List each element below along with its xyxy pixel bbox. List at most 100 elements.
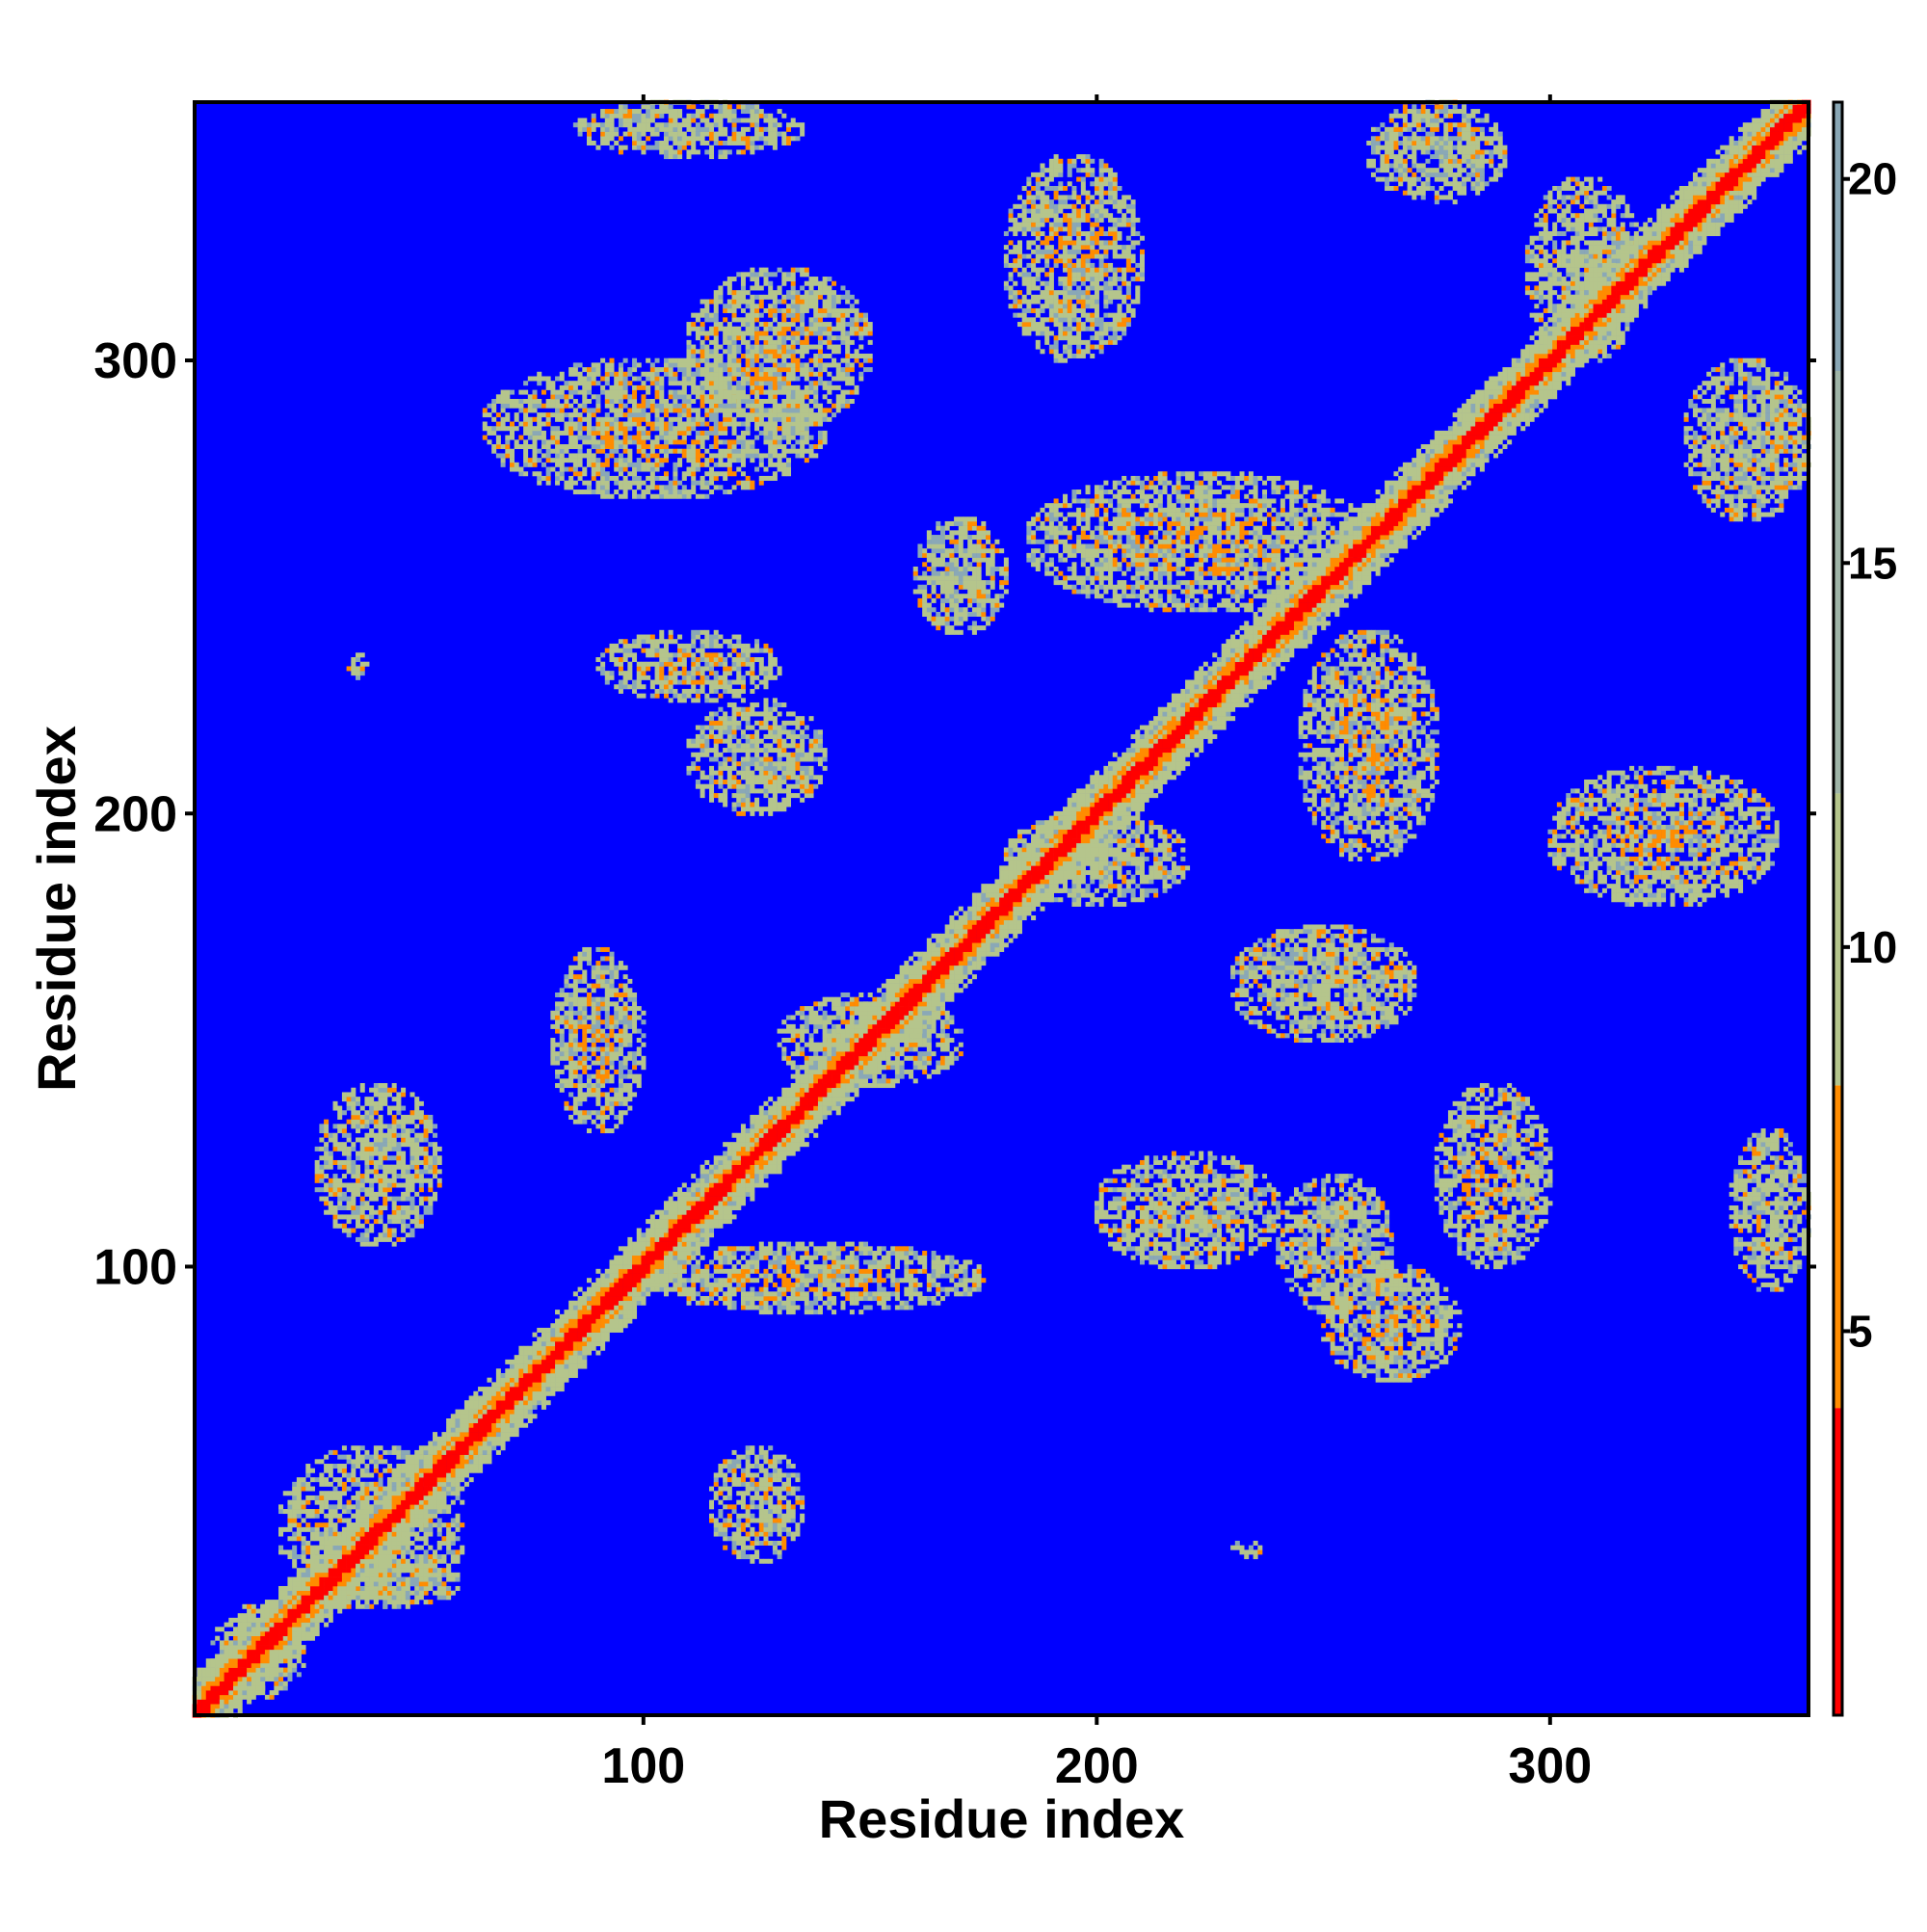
contact-region: [686, 698, 828, 816]
heatmap-cell: [709, 1291, 715, 1297]
heatmap-cell: [704, 629, 710, 635]
heatmap-cell: [341, 1445, 347, 1451]
heatmap-cell: [346, 1182, 352, 1188]
heatmap-cell: [894, 1073, 900, 1079]
heatmap-cell: [373, 1568, 379, 1574]
heatmap-cell: [609, 416, 615, 422]
heatmap-cell: [373, 1481, 379, 1487]
heatmap-cell: [378, 1445, 383, 1451]
heatmap-cell: [582, 996, 588, 1002]
heatmap-cell: [414, 1568, 420, 1574]
heatmap-cell: [700, 1286, 705, 1292]
heatmap-cell: [750, 810, 755, 816]
heatmap-cell: [627, 1015, 633, 1020]
heatmap-cell: [364, 1187, 370, 1193]
heatmap-cell: [618, 1092, 623, 1098]
heatmap-cell: [736, 1286, 742, 1292]
heatmap-cell: [958, 1282, 964, 1287]
heatmap-cell: [795, 733, 801, 739]
heatmap-cell: [700, 688, 705, 694]
heatmap-cell: [532, 398, 538, 405]
heatmap-cell: [881, 1078, 886, 1084]
heatmap-cell: [750, 1513, 755, 1519]
heatmap-cell: [586, 412, 592, 418]
heatmap-cell: [224, 1635, 229, 1641]
heatmap-cell: [391, 1232, 397, 1238]
heatmap-cell: [604, 671, 610, 676]
heatmap-cell: [700, 738, 705, 744]
heatmap-cell: [944, 1019, 950, 1025]
heatmap-cell: [763, 748, 769, 754]
heatmap-cell: [614, 988, 620, 993]
heatmap-cell: [364, 1132, 370, 1138]
heatmap-cell: [356, 1509, 361, 1515]
heatmap-cell: [282, 1491, 288, 1496]
heatmap-cell: [777, 1259, 782, 1265]
heatmap-cell: [591, 458, 596, 463]
heatmap-cell: [636, 1073, 642, 1079]
heatmap-cell: [754, 797, 760, 803]
heatmap-cell: [754, 1536, 760, 1542]
heatmap-cell: [872, 1255, 878, 1260]
heatmap-cell: [433, 1191, 438, 1197]
heatmap-cell: [378, 1459, 383, 1465]
heatmap-cell: [713, 629, 719, 635]
heatmap-cell: [305, 1540, 311, 1546]
heatmap-cell: [455, 1522, 461, 1528]
heatmap-cell: [700, 770, 705, 776]
heatmap-cell: [890, 1060, 896, 1066]
heatmap-cell: [854, 1264, 859, 1270]
heatmap-cell: [614, 1010, 620, 1016]
heatmap-cell: [704, 693, 710, 699]
heatmap-cell: [723, 725, 728, 730]
heatmap-cell: [572, 1028, 578, 1034]
heatmap-cell: [795, 716, 801, 722]
heatmap-cell: [681, 661, 687, 667]
heatmap-cell: [723, 1526, 728, 1532]
heatmap-cell: [287, 1536, 293, 1542]
heatmap-cell: [758, 738, 764, 744]
heatmap-cell: [740, 1549, 746, 1555]
heatmap-cell: [351, 1445, 356, 1451]
heatmap-cell: [577, 1119, 583, 1125]
heatmap-cell: [364, 1228, 370, 1233]
heatmap-cell: [364, 1191, 370, 1197]
heatmap-cell: [832, 1001, 837, 1007]
heatmap-cell: [790, 743, 796, 749]
heatmap-cell: [668, 688, 673, 694]
heatmap-cell: [523, 462, 529, 467]
heatmap-cell: [314, 1526, 320, 1532]
heatmap-cell: [808, 770, 814, 776]
heatmap-cell: [409, 1137, 415, 1143]
heatmap-cell: [555, 1060, 561, 1066]
heatmap-cell: [228, 1631, 234, 1637]
heatmap-cell: [673, 1273, 678, 1279]
heatmap-cell: [726, 1536, 732, 1542]
heatmap-cell: [351, 1214, 356, 1220]
heatmap-cell: [808, 756, 814, 762]
heatmap-cell: [704, 1278, 710, 1284]
heatmap-cell: [745, 797, 751, 803]
heatmap-cell: [364, 1495, 370, 1500]
heatmap-cell: [740, 761, 746, 767]
heatmap-cell: [636, 679, 642, 685]
heatmap-cell: [364, 1201, 370, 1206]
heatmap-cell: [944, 1023, 950, 1029]
heatmap-cell: [269, 1694, 275, 1700]
heatmap-cell: [822, 1246, 828, 1252]
heatmap-cell: [418, 1182, 424, 1188]
heatmap-cell: [433, 1196, 438, 1202]
heatmap-cell: [654, 666, 660, 672]
heatmap-cell: [383, 1137, 388, 1143]
heatmap-cell: [867, 1278, 873, 1284]
heatmap-cell: [319, 1472, 325, 1478]
heatmap-cell: [582, 1110, 588, 1116]
heatmap-cell: [763, 1251, 769, 1257]
contact-region: [550, 946, 647, 1134]
heatmap-cell: [401, 1092, 407, 1098]
heatmap-cell: [926, 1073, 932, 1079]
heatmap-cell: [604, 444, 610, 450]
heatmap-cell: [301, 1499, 306, 1505]
heatmap-cell: [378, 1105, 383, 1111]
heatmap-cell: [364, 1595, 370, 1601]
